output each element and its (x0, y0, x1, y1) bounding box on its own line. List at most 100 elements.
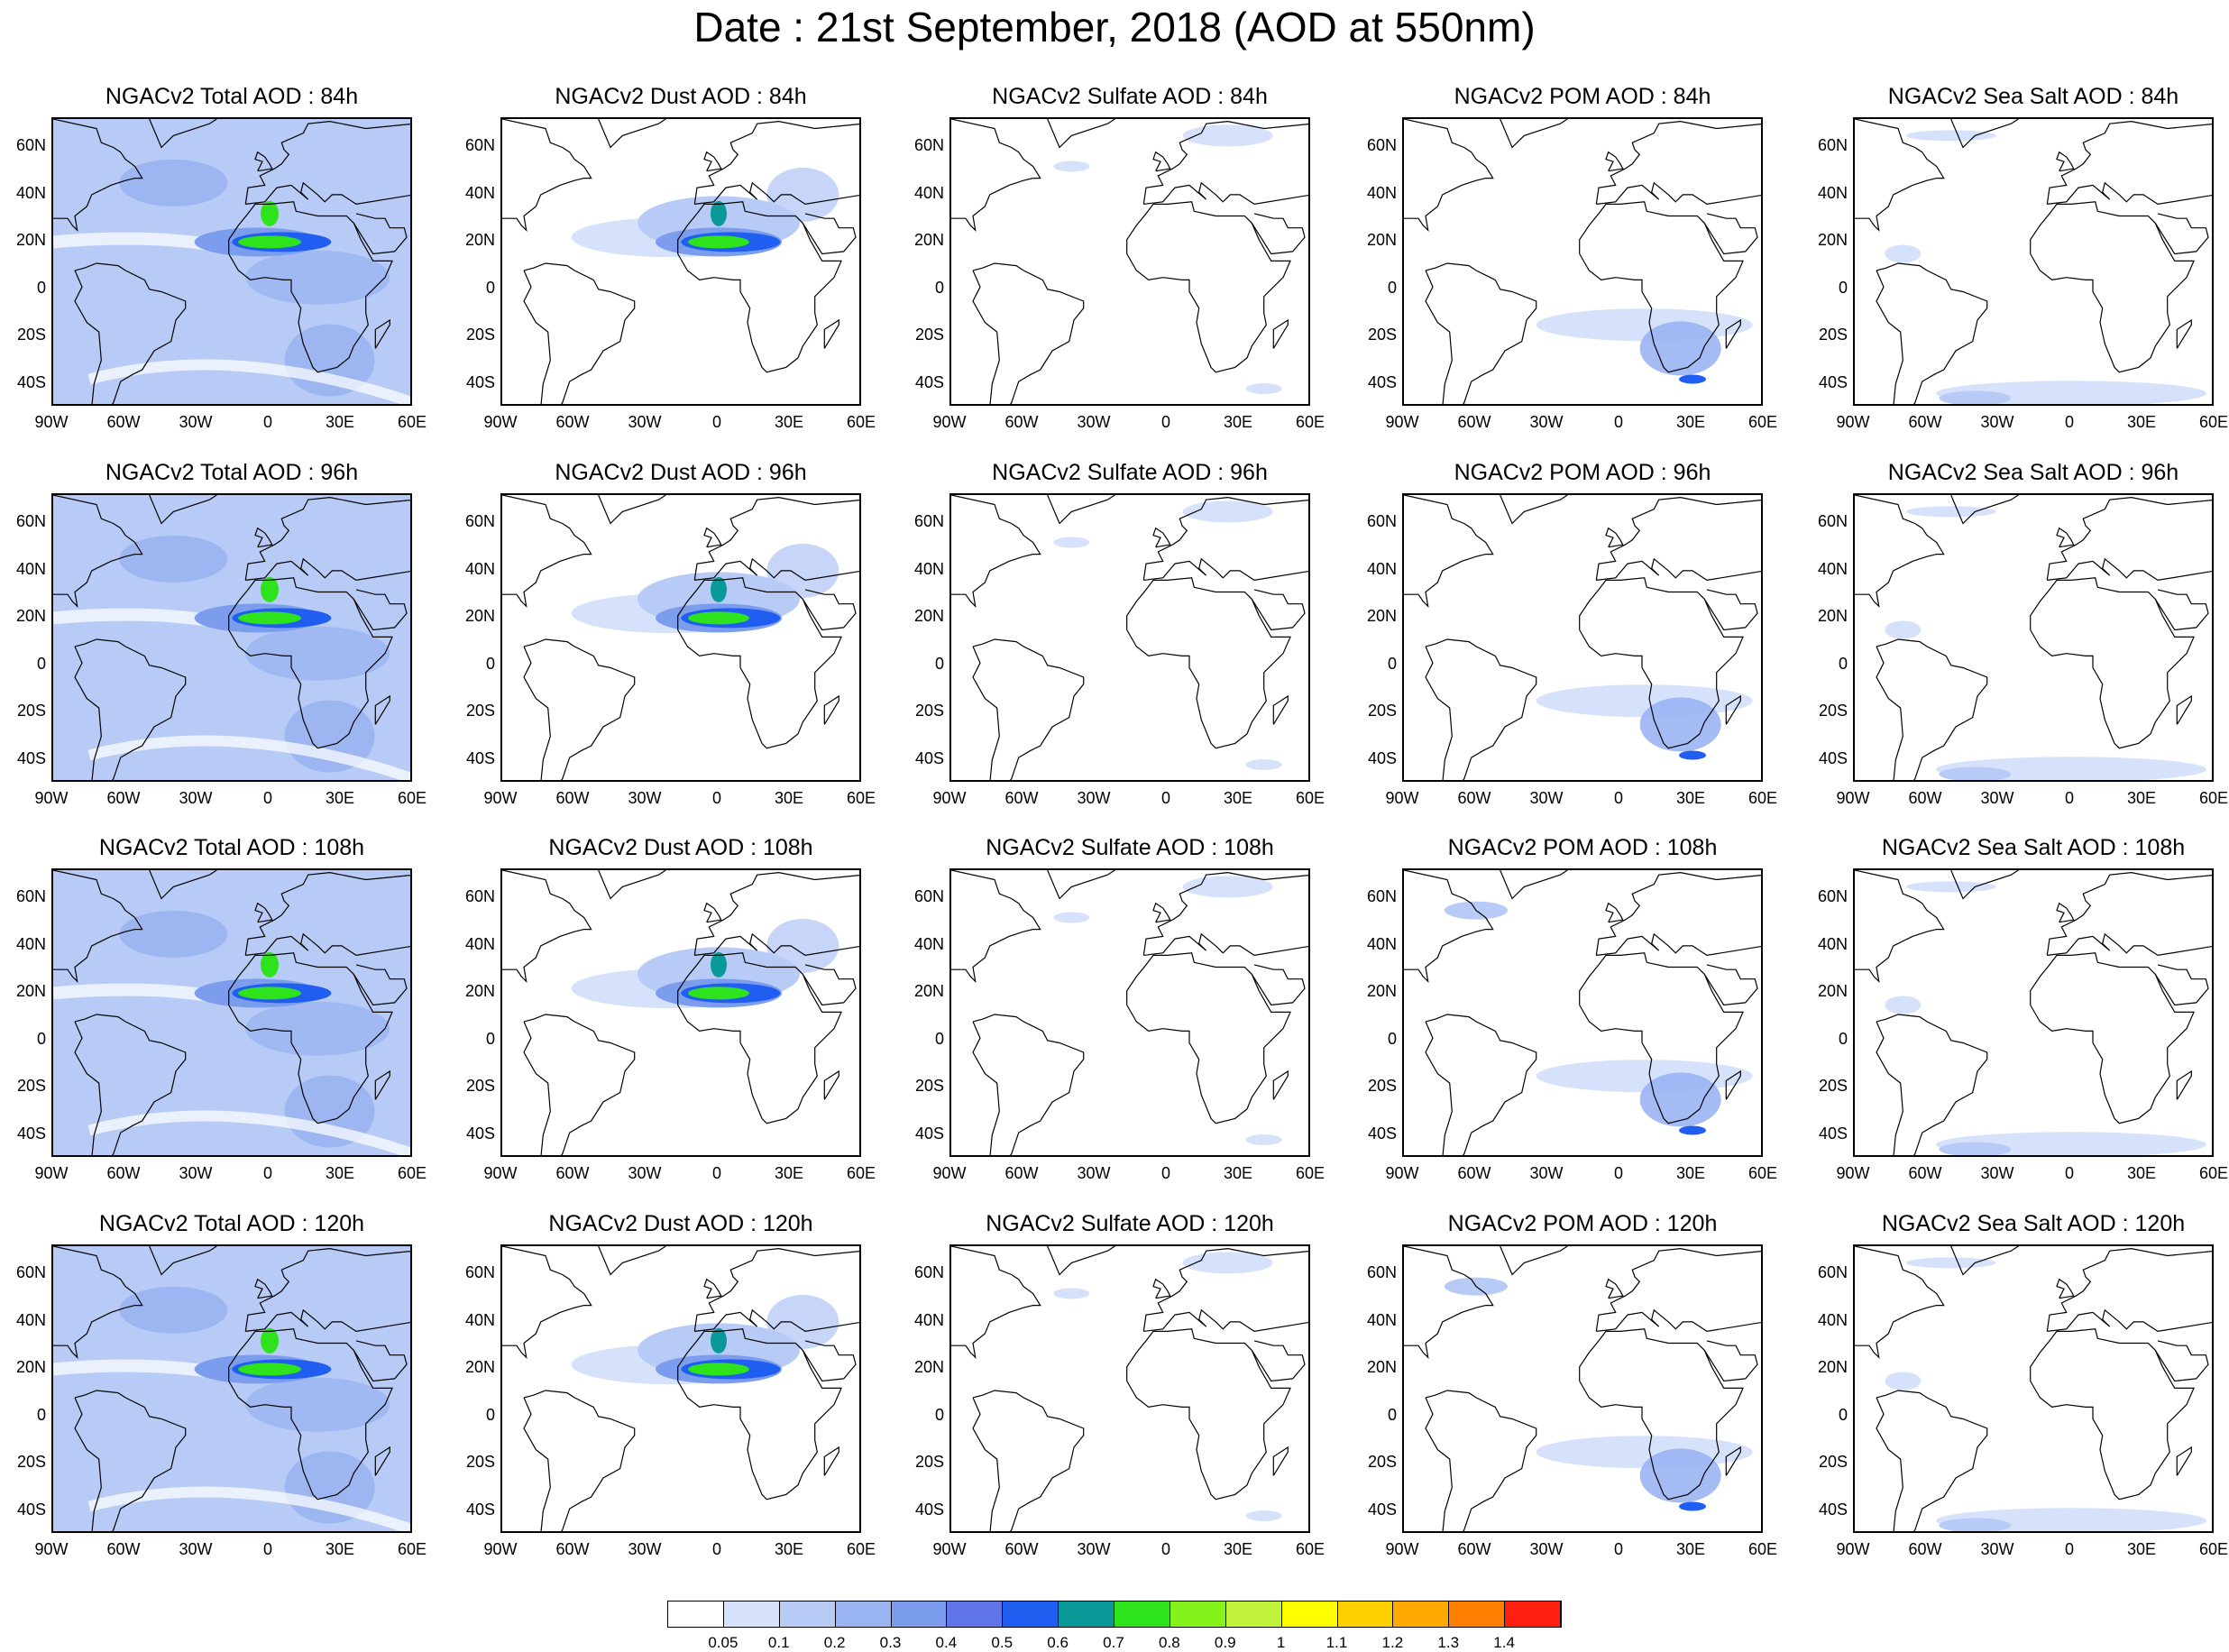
lat-tick-label: 40N (464, 934, 495, 953)
lat-tick-label: 20S (914, 1453, 944, 1472)
lat-tick-label: 20N (1817, 982, 1848, 1001)
lon-tick-label: 30E (2126, 413, 2157, 431)
lat-tick-label: 40N (464, 559, 495, 578)
panel-title-seasalt: NGACv2 Sea Salt AOD : 108h (1881, 835, 2186, 860)
lon-tick-label: 0 (1613, 413, 1623, 431)
lat-tick-label: 40N (913, 1310, 944, 1329)
lat-tick-label: 40S (16, 1124, 46, 1143)
lon-tick-label: 30E (774, 789, 804, 807)
lat-tick-label: 40N (1366, 934, 1397, 953)
panel-title-sulfate: NGACv2 Sulfate AOD : 84h (992, 84, 1268, 109)
lon-tick-label: 30W (1980, 413, 2014, 431)
map-panel-dust (500, 117, 861, 406)
lon-tick-label: 60W (1004, 413, 1039, 431)
lon-tick-label: 0 (1613, 789, 1623, 807)
lon-tick-label: 60E (397, 1540, 427, 1558)
lon-tick-label: 30E (325, 413, 355, 431)
lon-tick-label: 90W (1836, 789, 1870, 807)
colorbar-swatch (1225, 1602, 1282, 1627)
lat-tick-label: 40S (16, 372, 46, 391)
lon-tick-label: 30W (1077, 789, 1111, 807)
lat-tick-label: 20N (1817, 1358, 1848, 1377)
panel-title-pom: NGACv2 POM AOD : 96h (1454, 460, 1711, 485)
lat-tick-label: 20N (1817, 231, 1848, 250)
lon-tick-label: 30E (2126, 789, 2157, 807)
panel-title-total: NGACv2 Total AOD : 84h (105, 84, 359, 109)
lat-tick-label: 40N (913, 934, 944, 953)
lat-tick-label: 20S (1818, 1077, 1848, 1096)
lat-tick-label: 20N (913, 607, 944, 626)
lat-tick-label: 20N (913, 982, 944, 1001)
lon-tick-label: 60W (555, 789, 590, 807)
lon-tick-label: 90W (483, 789, 518, 807)
lon-tick-label: 60E (2198, 789, 2229, 807)
panel-title-total: NGACv2 Total AOD : 120h (98, 1211, 365, 1236)
colorbar-label: 1.4 (1493, 1634, 1515, 1651)
lat-tick-label: 20S (465, 326, 495, 344)
lat-tick-label: 20N (1366, 1358, 1397, 1377)
lat-tick-label: 40S (16, 1500, 46, 1519)
lon-tick-label: 60E (846, 1164, 876, 1182)
lat-tick-label: 60N (15, 1263, 46, 1282)
lat-tick-label: 60N (1817, 887, 1848, 906)
lat-tick-label: 20S (1818, 702, 1848, 720)
colorbar-swatch (1393, 1602, 1450, 1627)
lat-tick-label: 20S (16, 326, 46, 344)
panel-title-seasalt: NGACv2 Sea Salt AOD : 84h (1887, 84, 2179, 109)
lat-tick-label: 20S (465, 702, 495, 720)
lon-tick-label: 0 (1613, 1540, 1623, 1558)
colorbar-swatch (1281, 1602, 1338, 1627)
lon-tick-label: 60E (1295, 413, 1325, 431)
lon-tick-label: 30E (1675, 1540, 1706, 1558)
lon-tick-label: 60E (397, 1164, 427, 1182)
lon-tick-label: 0 (2064, 1540, 2074, 1558)
lon-tick-label: 30W (179, 1164, 213, 1182)
map-panel-pom (1402, 493, 1763, 782)
lon-tick-label: 60E (846, 413, 876, 431)
lon-tick-label: 30E (325, 1164, 355, 1182)
lat-tick-label: 20N (1817, 607, 1848, 626)
lon-tick-label: 60W (555, 413, 590, 431)
panel-title-dust: NGACv2 Dust AOD : 96h (555, 460, 807, 485)
lon-tick-label: 30E (325, 789, 355, 807)
lon-tick-label: 30W (179, 1540, 213, 1558)
lon-tick-label: 60E (1747, 789, 1778, 807)
colorbar-swatch (947, 1602, 1004, 1627)
panel-title-pom: NGACv2 POM AOD : 84h (1454, 84, 1711, 109)
lon-tick-label: 30W (179, 413, 213, 431)
map-panel-dust (500, 868, 861, 1157)
map-panel-sulfate (949, 493, 1310, 782)
lon-tick-label: 30E (1223, 1540, 1253, 1558)
lat-tick-label: 60N (15, 887, 46, 906)
lat-tick-label: 40S (16, 748, 46, 767)
lon-tick-label: 30W (1529, 1540, 1564, 1558)
lat-tick-label: 40S (914, 372, 944, 391)
map-panel-sulfate (949, 117, 1310, 406)
lat-tick-label: 20S (465, 1077, 495, 1096)
lon-tick-label: 30E (2126, 1164, 2157, 1182)
lon-tick-label: 0 (2064, 413, 2074, 431)
lon-tick-label: 60E (1747, 413, 1778, 431)
lon-tick-label: 60E (846, 1540, 876, 1558)
lat-tick-label: 60N (464, 887, 495, 906)
lat-tick-label: 0 (1387, 278, 1397, 297)
lon-tick-label: 90W (483, 1164, 518, 1182)
lon-tick-label: 60W (1457, 413, 1491, 431)
lat-tick-label: 0 (36, 1405, 46, 1424)
lon-tick-label: 90W (932, 1540, 967, 1558)
lat-tick-label: 60N (464, 512, 495, 531)
lat-tick-label: 40N (1817, 183, 1848, 202)
lat-tick-label: 20N (464, 231, 495, 250)
lon-tick-label: 60W (1457, 789, 1491, 807)
lat-tick-label: 20S (914, 326, 944, 344)
lat-tick-label: 20S (1818, 326, 1848, 344)
lon-tick-label: 30E (1675, 1164, 1706, 1182)
lat-tick-label: 40N (1817, 559, 1848, 578)
lat-tick-label: 0 (934, 278, 944, 297)
lon-tick-label: 60E (397, 413, 427, 431)
lon-tick-label: 90W (932, 789, 967, 807)
map-panel-dust (500, 493, 861, 782)
lon-tick-label: 60W (1908, 1164, 1942, 1182)
lat-tick-label: 0 (934, 1029, 944, 1048)
colorbar-swatch (1003, 1602, 1059, 1627)
